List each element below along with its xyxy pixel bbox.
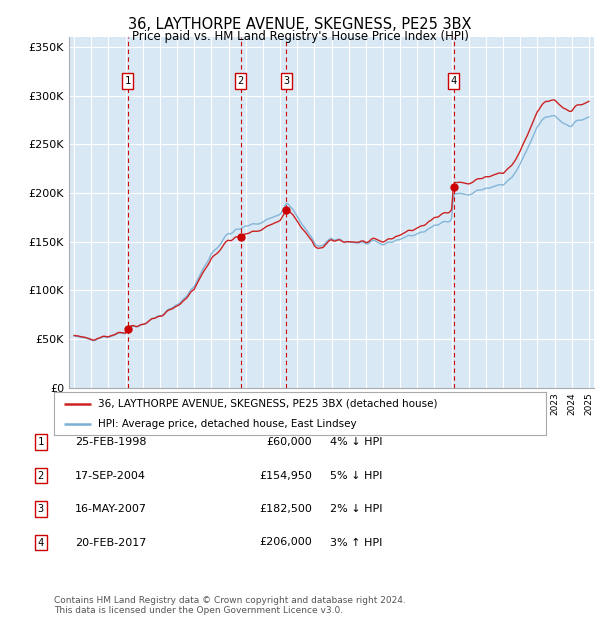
Text: 20-FEB-2017: 20-FEB-2017 [75,538,146,547]
Text: 17-SEP-2004: 17-SEP-2004 [75,471,146,480]
Text: HPI: Average price, detached house, East Lindsey: HPI: Average price, detached house, East… [98,419,357,430]
Text: £206,000: £206,000 [259,538,312,547]
Text: 1: 1 [38,437,44,447]
Text: 2: 2 [38,471,44,480]
Text: Price paid vs. HM Land Registry's House Price Index (HPI): Price paid vs. HM Land Registry's House … [131,30,469,43]
Text: 1: 1 [125,76,131,86]
Text: 16-MAY-2007: 16-MAY-2007 [75,504,147,514]
Text: £60,000: £60,000 [266,437,312,447]
Text: 2% ↓ HPI: 2% ↓ HPI [330,504,383,514]
Text: 4% ↓ HPI: 4% ↓ HPI [330,437,383,447]
Text: 36, LAYTHORPE AVENUE, SKEGNESS, PE25 3BX: 36, LAYTHORPE AVENUE, SKEGNESS, PE25 3BX [128,17,472,32]
Text: £182,500: £182,500 [259,504,312,514]
Text: 5% ↓ HPI: 5% ↓ HPI [330,471,382,480]
Text: 3: 3 [38,504,44,514]
Text: Contains HM Land Registry data © Crown copyright and database right 2024.
This d: Contains HM Land Registry data © Crown c… [54,596,406,615]
Text: 3: 3 [283,76,290,86]
Text: 3% ↑ HPI: 3% ↑ HPI [330,538,382,547]
Text: 36, LAYTHORPE AVENUE, SKEGNESS, PE25 3BX (detached house): 36, LAYTHORPE AVENUE, SKEGNESS, PE25 3BX… [98,399,438,409]
Text: £154,950: £154,950 [259,471,312,480]
Text: 4: 4 [451,76,457,86]
Text: 4: 4 [38,538,44,547]
Text: 2: 2 [238,76,244,86]
Text: 25-FEB-1998: 25-FEB-1998 [75,437,146,447]
